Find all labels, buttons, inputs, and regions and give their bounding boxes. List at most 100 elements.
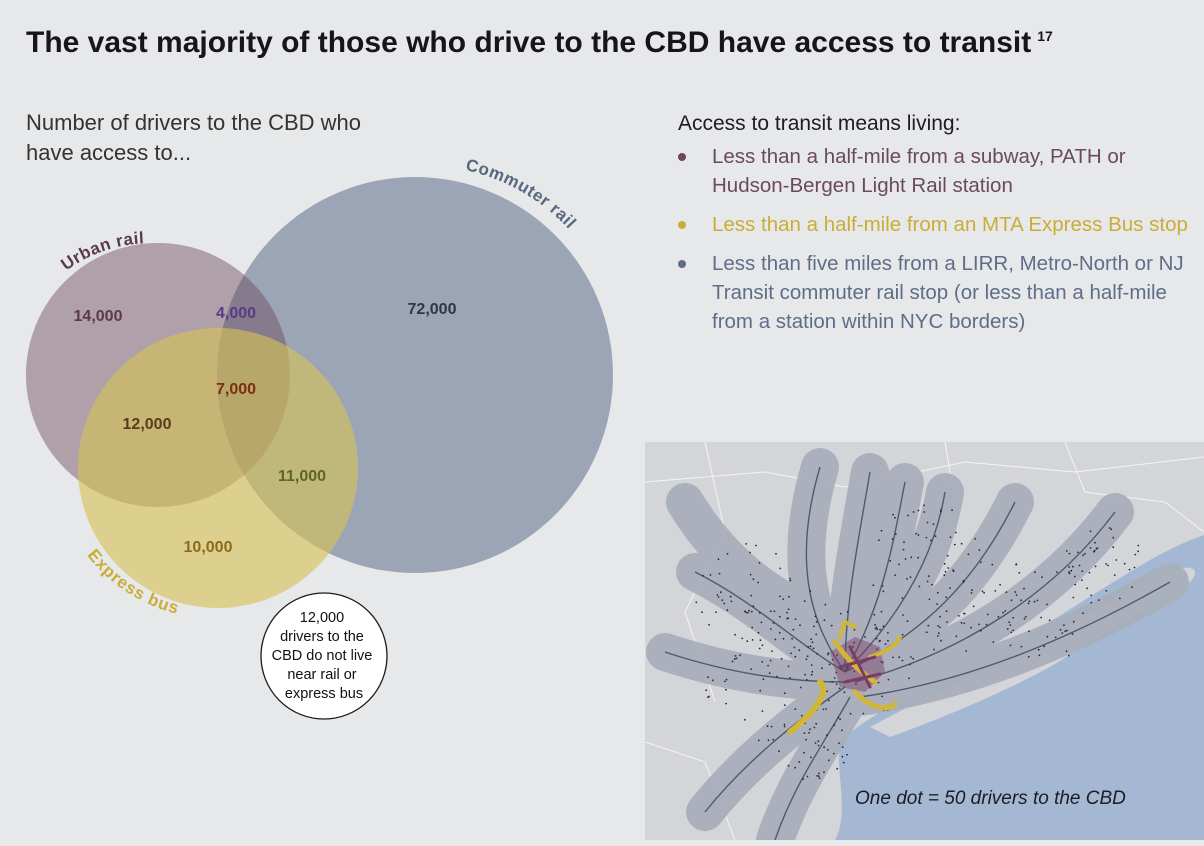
driver-dot bbox=[873, 613, 876, 616]
driver-dot bbox=[1131, 586, 1133, 588]
driver-dot bbox=[772, 738, 775, 741]
driver-dot bbox=[716, 594, 719, 596]
driver-dot bbox=[902, 548, 905, 551]
driver-dot bbox=[708, 695, 710, 698]
driver-dot bbox=[715, 611, 717, 613]
driver-dot bbox=[872, 584, 875, 587]
driver-dot bbox=[809, 728, 811, 731]
driver-dot bbox=[751, 626, 754, 629]
driver-dot bbox=[789, 677, 791, 679]
driver-dot bbox=[1094, 541, 1096, 544]
driver-dot bbox=[1118, 597, 1121, 600]
driver-dot bbox=[1033, 600, 1036, 603]
driver-dot bbox=[938, 626, 941, 629]
driver-dot bbox=[1128, 568, 1131, 571]
driver-dot bbox=[931, 583, 933, 586]
legend-item-express-bus: Less than a half-mile from an MTA Expres… bbox=[678, 210, 1198, 239]
driver-dot bbox=[1048, 619, 1051, 622]
map-caption: One dot = 50 drivers to the CBD bbox=[855, 788, 1126, 809]
driver-dot bbox=[887, 678, 890, 681]
driver-dot bbox=[940, 639, 942, 642]
driver-dot bbox=[884, 643, 887, 645]
driver-dot bbox=[875, 626, 878, 629]
driver-dot bbox=[912, 657, 915, 660]
driver-dot bbox=[840, 668, 843, 670]
driver-dot bbox=[767, 739, 770, 742]
outside-count-label: 12,000 drivers to the CBD do not live ne… bbox=[272, 610, 377, 702]
legend-item-label: Less than a half-mile from an MTA Expres… bbox=[712, 213, 1188, 236]
driver-dot bbox=[880, 660, 883, 663]
driver-dot bbox=[943, 574, 946, 577]
driver-dot bbox=[827, 652, 830, 654]
driver-dot bbox=[894, 516, 896, 519]
driver-dot bbox=[1064, 630, 1067, 632]
driver-dot bbox=[1133, 566, 1136, 569]
legend-item-commuter-rail: Less than five miles from a LIRR, Metro-… bbox=[678, 249, 1198, 336]
driver-dot bbox=[787, 617, 789, 620]
driver-dot bbox=[831, 681, 834, 683]
driver-dot bbox=[898, 656, 901, 659]
driver-dot bbox=[946, 621, 948, 623]
driver-dot bbox=[1067, 654, 1070, 657]
driver-dot bbox=[1082, 554, 1084, 557]
region-all-three: 7,000 bbox=[216, 381, 256, 398]
driver-dot bbox=[842, 761, 845, 764]
driver-dot bbox=[805, 658, 808, 661]
driver-dot bbox=[887, 639, 889, 642]
driver-dot bbox=[1034, 571, 1036, 574]
driver-dot bbox=[711, 679, 714, 682]
driver-dot bbox=[882, 625, 885, 628]
driver-dot bbox=[1088, 571, 1091, 574]
driver-dot bbox=[1089, 530, 1092, 533]
driver-dot bbox=[934, 535, 937, 537]
driver-dot bbox=[794, 766, 797, 769]
driver-dot bbox=[918, 585, 921, 588]
driver-dot bbox=[1097, 599, 1100, 601]
venn-diagram: Urban rail Commuter rail Express bus 14,… bbox=[26, 155, 613, 720]
driver-dot bbox=[974, 538, 977, 540]
driver-dot bbox=[1108, 527, 1111, 529]
driver-dot bbox=[761, 710, 764, 712]
driver-dot bbox=[864, 636, 866, 638]
driver-dot bbox=[1028, 600, 1031, 603]
driver-dot bbox=[1040, 616, 1042, 619]
driver-dot bbox=[794, 655, 797, 658]
driver-dot bbox=[778, 750, 780, 753]
driver-dot bbox=[876, 628, 879, 631]
driver-dot bbox=[779, 567, 782, 570]
driver-dot bbox=[1046, 635, 1049, 638]
driver-dot bbox=[823, 746, 825, 749]
driver-dot bbox=[1038, 654, 1041, 657]
driver-dot bbox=[794, 618, 797, 620]
driver-dot bbox=[783, 725, 786, 728]
driver-dot bbox=[787, 608, 790, 611]
driver-dot bbox=[779, 595, 781, 598]
driver-dot bbox=[985, 623, 988, 626]
driver-dot bbox=[936, 603, 938, 605]
driver-dot bbox=[757, 631, 760, 634]
driver-dot bbox=[1027, 602, 1030, 605]
region-urban-express: 12,000 bbox=[123, 416, 172, 433]
driver-dot bbox=[1093, 550, 1095, 553]
driver-dot bbox=[701, 611, 703, 614]
driver-dot bbox=[882, 590, 885, 593]
driver-dot bbox=[1010, 631, 1013, 634]
driver-dot bbox=[946, 554, 949, 557]
driver-dot bbox=[752, 578, 755, 580]
driver-dot bbox=[813, 726, 816, 729]
driver-dot bbox=[978, 549, 981, 551]
legend-item-urban-rail: Less than a half-mile from a subway, PAT… bbox=[678, 142, 1198, 200]
driver-dot bbox=[960, 621, 963, 624]
driver-dot bbox=[1086, 587, 1088, 590]
driver-dot bbox=[815, 722, 818, 725]
driver-dot bbox=[894, 574, 896, 576]
driver-dot bbox=[846, 610, 849, 613]
driver-dot bbox=[1070, 569, 1073, 572]
driver-dot bbox=[1137, 544, 1140, 547]
driver-dot bbox=[782, 637, 785, 640]
region-urban-commuter: 4,000 bbox=[216, 305, 256, 322]
driver-dot bbox=[1020, 645, 1023, 648]
driver-dot bbox=[906, 620, 909, 623]
driver-dot bbox=[1074, 583, 1077, 586]
driver-dot bbox=[1006, 628, 1009, 630]
